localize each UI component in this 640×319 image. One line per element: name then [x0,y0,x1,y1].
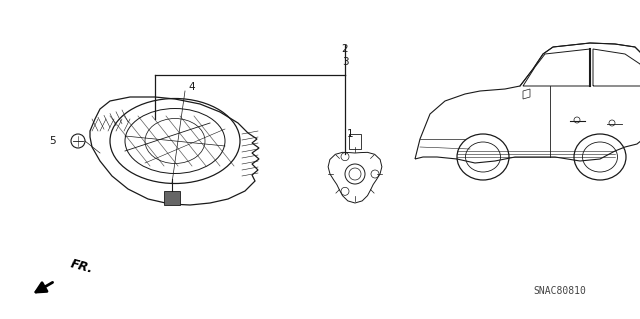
Bar [349,134,361,149]
Text: FR.: FR. [69,257,95,276]
Text: 4: 4 [189,82,195,92]
Text: 5: 5 [50,136,56,146]
Text: SNAC80810: SNAC80810 [534,286,586,296]
Bar [164,191,180,205]
Text: 1: 1 [347,129,353,139]
Text: 3: 3 [342,57,348,67]
Text: 2: 2 [342,44,348,54]
